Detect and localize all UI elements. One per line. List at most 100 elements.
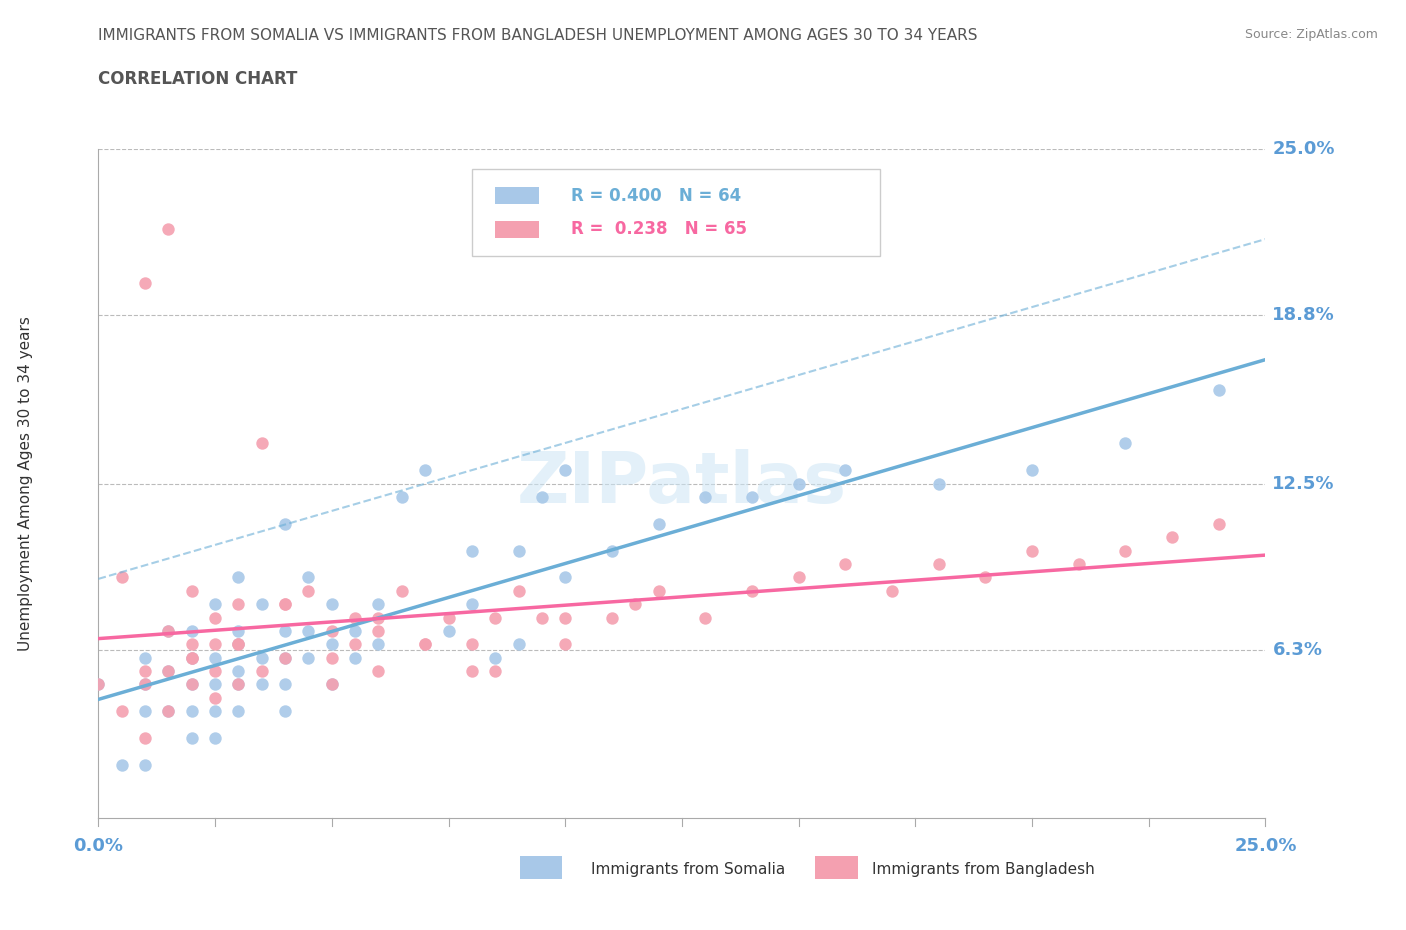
- Point: [461, 664, 484, 679]
- Point: [1067, 556, 1090, 571]
- Point: [228, 597, 250, 612]
- Point: [157, 704, 180, 719]
- Point: [87, 677, 110, 692]
- Point: [880, 583, 903, 598]
- Text: 25.0%: 25.0%: [1234, 837, 1296, 856]
- Point: [367, 623, 389, 638]
- Point: [180, 677, 202, 692]
- Point: [180, 731, 202, 746]
- Point: [508, 637, 530, 652]
- Point: [134, 731, 156, 746]
- Point: [204, 597, 226, 612]
- Point: [87, 677, 110, 692]
- Point: [437, 610, 460, 625]
- Point: [695, 610, 717, 625]
- Point: [1021, 543, 1043, 558]
- Point: [1161, 530, 1184, 545]
- Point: [157, 623, 180, 638]
- Point: [554, 570, 576, 585]
- Point: [274, 677, 297, 692]
- Point: [228, 677, 250, 692]
- Text: R = 0.400   N = 64: R = 0.400 N = 64: [571, 187, 741, 205]
- Point: [274, 597, 297, 612]
- Point: [134, 677, 156, 692]
- Point: [1114, 436, 1136, 451]
- Point: [228, 637, 250, 652]
- Point: [600, 543, 623, 558]
- Point: [204, 610, 226, 625]
- Point: [834, 556, 856, 571]
- Point: [484, 664, 506, 679]
- Point: [413, 637, 436, 652]
- Point: [297, 623, 319, 638]
- Text: Immigrants from Bangladesh: Immigrants from Bangladesh: [872, 862, 1094, 877]
- Point: [647, 516, 669, 531]
- Point: [228, 623, 250, 638]
- Point: [157, 221, 180, 236]
- Point: [228, 677, 250, 692]
- Point: [180, 637, 202, 652]
- Point: [391, 489, 413, 504]
- Point: [134, 757, 156, 772]
- Point: [367, 637, 389, 652]
- Point: [391, 583, 413, 598]
- Point: [321, 677, 343, 692]
- Point: [134, 677, 156, 692]
- Text: Immigrants from Somalia: Immigrants from Somalia: [591, 862, 785, 877]
- Point: [157, 664, 180, 679]
- Point: [508, 543, 530, 558]
- Point: [297, 583, 319, 598]
- Point: [204, 690, 226, 705]
- Point: [928, 556, 950, 571]
- Point: [554, 610, 576, 625]
- Point: [554, 637, 576, 652]
- Point: [437, 623, 460, 638]
- Bar: [472, 169, 880, 256]
- Point: [367, 664, 389, 679]
- Point: [367, 597, 389, 612]
- Point: [624, 597, 647, 612]
- Point: [180, 623, 202, 638]
- Point: [204, 677, 226, 692]
- Point: [413, 463, 436, 478]
- Point: [274, 623, 297, 638]
- Point: [180, 677, 202, 692]
- Point: [274, 704, 297, 719]
- Point: [530, 610, 553, 625]
- Point: [834, 463, 856, 478]
- Point: [180, 650, 202, 665]
- Point: [321, 677, 343, 692]
- Point: [157, 664, 180, 679]
- Point: [274, 650, 297, 665]
- Point: [484, 610, 506, 625]
- Text: 6.3%: 6.3%: [1272, 641, 1323, 658]
- Point: [787, 476, 810, 491]
- Point: [250, 677, 273, 692]
- Point: [530, 489, 553, 504]
- Point: [1021, 463, 1043, 478]
- Point: [274, 597, 297, 612]
- Point: [204, 637, 226, 652]
- Point: [1114, 543, 1136, 558]
- Point: [111, 704, 134, 719]
- Point: [344, 650, 367, 665]
- Point: [321, 650, 343, 665]
- Point: [134, 704, 156, 719]
- Text: 18.8%: 18.8%: [1272, 306, 1336, 324]
- Point: [344, 623, 367, 638]
- Text: Unemployment Among Ages 30 to 34 years: Unemployment Among Ages 30 to 34 years: [18, 316, 32, 651]
- Point: [250, 597, 273, 612]
- Point: [250, 436, 273, 451]
- Point: [250, 664, 273, 679]
- Text: 25.0%: 25.0%: [1272, 140, 1334, 158]
- Point: [461, 543, 484, 558]
- Point: [741, 489, 763, 504]
- Point: [344, 637, 367, 652]
- Point: [157, 704, 180, 719]
- Point: [228, 664, 250, 679]
- Point: [484, 650, 506, 665]
- Point: [461, 637, 484, 652]
- Point: [134, 664, 156, 679]
- Point: [157, 623, 180, 638]
- Point: [321, 637, 343, 652]
